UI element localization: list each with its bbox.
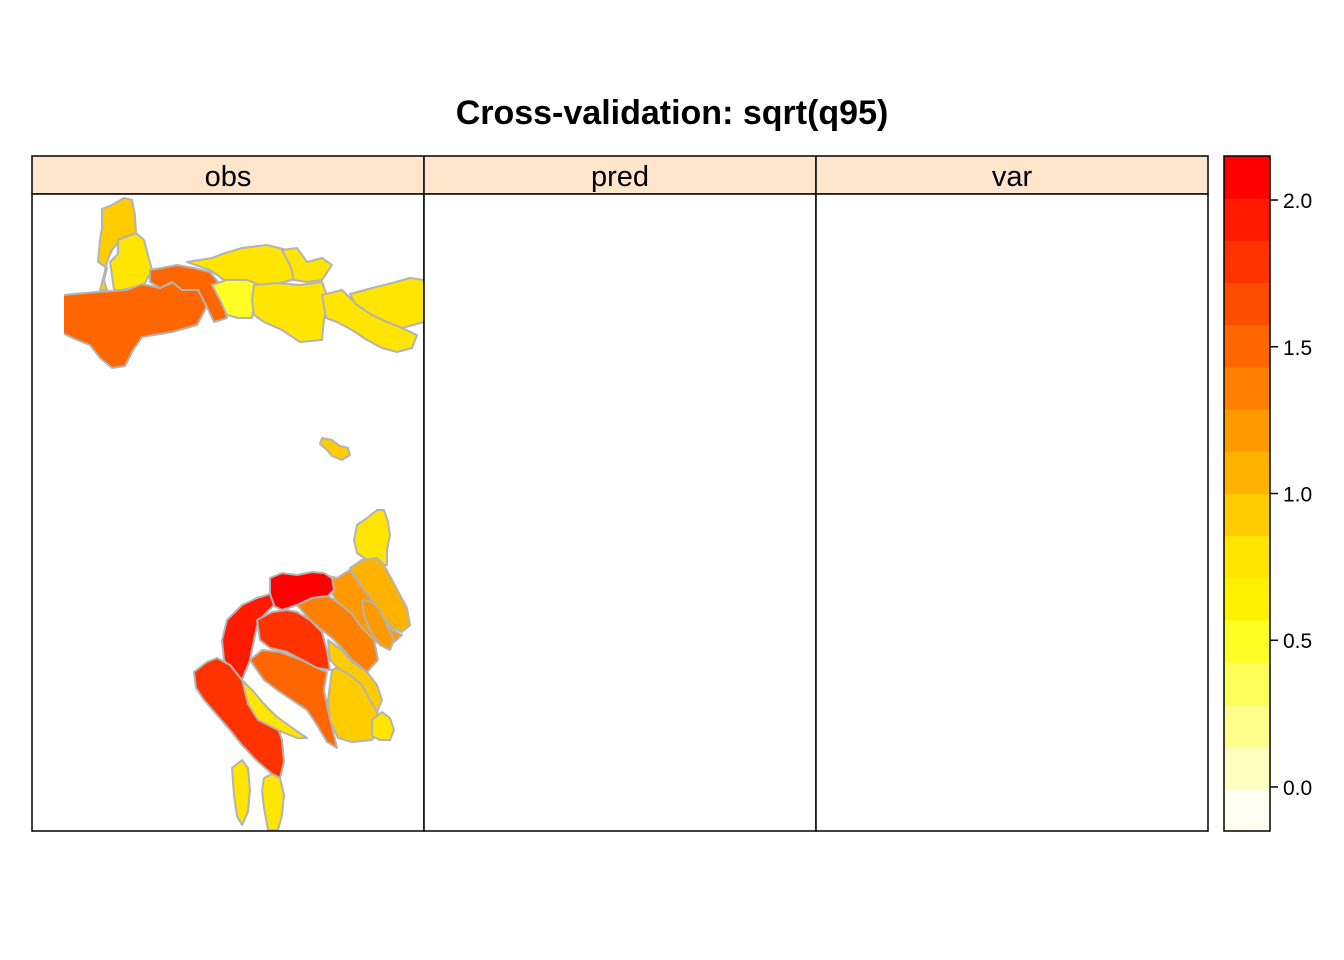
map-panels: obs pred var: [31, 155, 1209, 832]
colorkey-tick-label: 0.5: [1283, 630, 1312, 653]
colorkey-swatch: [1224, 366, 1270, 410]
region-isl: [319, 437, 351, 461]
panel-pred: pred: [423, 155, 817, 832]
region-s14: [361, 599, 395, 651]
region-s13: [231, 759, 251, 826]
panel-border: [815, 193, 1209, 832]
region-nc: [149, 264, 228, 323]
region-s6: [256, 609, 331, 671]
strip-label-pred: pred: [591, 161, 649, 193]
region-ne2: [251, 281, 329, 343]
region-ne3: [321, 289, 418, 353]
region-s15: [261, 773, 285, 831]
region-s7: [249, 649, 338, 749]
strip-label-var: var: [992, 161, 1033, 193]
region-sne: [353, 509, 391, 566]
colorkey-swatch: [1224, 282, 1270, 326]
colorkey-swatch: [1224, 198, 1270, 241]
region-w: [64, 281, 211, 369]
colorkey-tick-label: 0.0: [1283, 777, 1312, 800]
region-s11: [193, 657, 285, 779]
strip-var: [815, 155, 1209, 195]
colorkey-swatch: [1224, 788, 1270, 832]
colorkey-swatch: [1224, 451, 1270, 494]
colorkey-tick-label: 1.5: [1283, 337, 1312, 360]
strip-pred: [423, 155, 817, 195]
color-key: 0.0 0.5 1.0 1.5 2.0: [1223, 155, 1312, 832]
strip-obs: [31, 155, 425, 195]
panel-background: [424, 194, 816, 831]
colorkey-swatch: [1224, 493, 1270, 537]
colorkey-swatch: [1224, 409, 1270, 452]
colorkey-swatch: [1224, 156, 1270, 199]
colorkey-swatch: [1224, 535, 1270, 579]
figure-title: Cross-validation: sqrt(q95): [456, 94, 889, 132]
colorkey-swatch: [1224, 577, 1270, 621]
colorkey-tick-label: 2.0: [1283, 190, 1312, 213]
panel-background: [816, 194, 1208, 831]
colorkey-swatch: [1224, 324, 1270, 368]
region-s3: [296, 595, 379, 673]
panel-obs: obs: [31, 155, 453, 832]
region-s9: [327, 639, 383, 713]
colorkey-swatch: [1224, 704, 1270, 748]
colorkey-swatch: [1224, 620, 1270, 663]
strip-label-obs: obs: [205, 161, 252, 193]
region-ne1: [281, 247, 333, 283]
colorkey-swatch: [1224, 240, 1270, 284]
colorkey-swatch: [1224, 662, 1270, 705]
colorkey-swatch: [1224, 746, 1270, 790]
panel-var: var: [815, 155, 1209, 832]
colorkey-tick-label: 1.0: [1283, 484, 1312, 507]
region-map-obs: [64, 197, 453, 831]
region-s10: [371, 711, 395, 741]
region-s12: [241, 679, 308, 739]
